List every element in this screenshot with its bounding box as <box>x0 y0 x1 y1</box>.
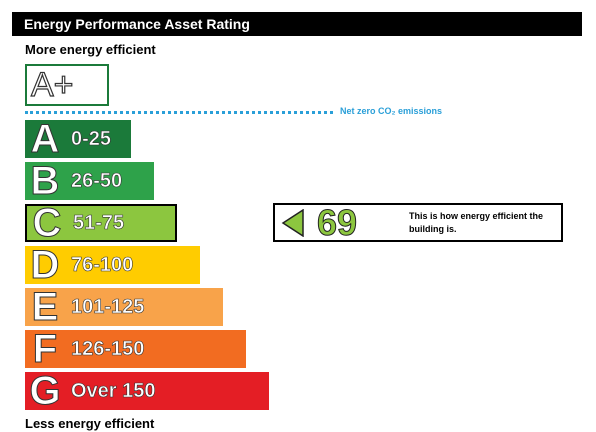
band-letter: C <box>32 200 62 245</box>
band-range: 101-125 <box>71 295 145 318</box>
band-range: Over 150 <box>71 379 156 402</box>
band: A 0-25 <box>25 116 131 161</box>
band-letter: B <box>30 158 60 203</box>
band: E 101-125 <box>25 284 223 329</box>
band-letter: G <box>29 368 61 413</box>
top-label: More energy efficient <box>25 42 156 57</box>
band: D 76-100 <box>25 242 200 287</box>
band: B 26-50 <box>25 158 154 203</box>
bottom-label: Less energy efficient <box>25 416 155 431</box>
band-letter: A <box>30 116 60 161</box>
band-letter: D <box>30 242 60 287</box>
band-range: 51-75 <box>73 211 125 234</box>
band-range: 126-150 <box>71 337 145 360</box>
band-range: 76-100 <box>71 253 134 276</box>
rating-value: 69 <box>316 202 358 243</box>
band-range: 26-50 <box>71 169 123 192</box>
aplus-box: A+ <box>25 64 109 106</box>
band: C 51-75 <box>25 200 177 245</box>
band: F 126-150 <box>25 326 246 371</box>
rating-box: 69 This is how energy efficient the buil… <box>273 203 563 242</box>
dotted-line <box>25 111 333 114</box>
header-title: Energy Performance Asset Rating <box>12 12 582 36</box>
rating-text: This is how energy efficient the buildin… <box>409 211 544 234</box>
rating-arrow <box>281 209 304 237</box>
band-letter: F <box>32 326 58 371</box>
band-letter: E <box>31 284 59 329</box>
band-range: 0-25 <box>71 127 112 150</box>
net-zero-label: Net zero CO₂ emissions <box>340 106 443 116</box>
band: G Over 150 <box>25 368 269 413</box>
